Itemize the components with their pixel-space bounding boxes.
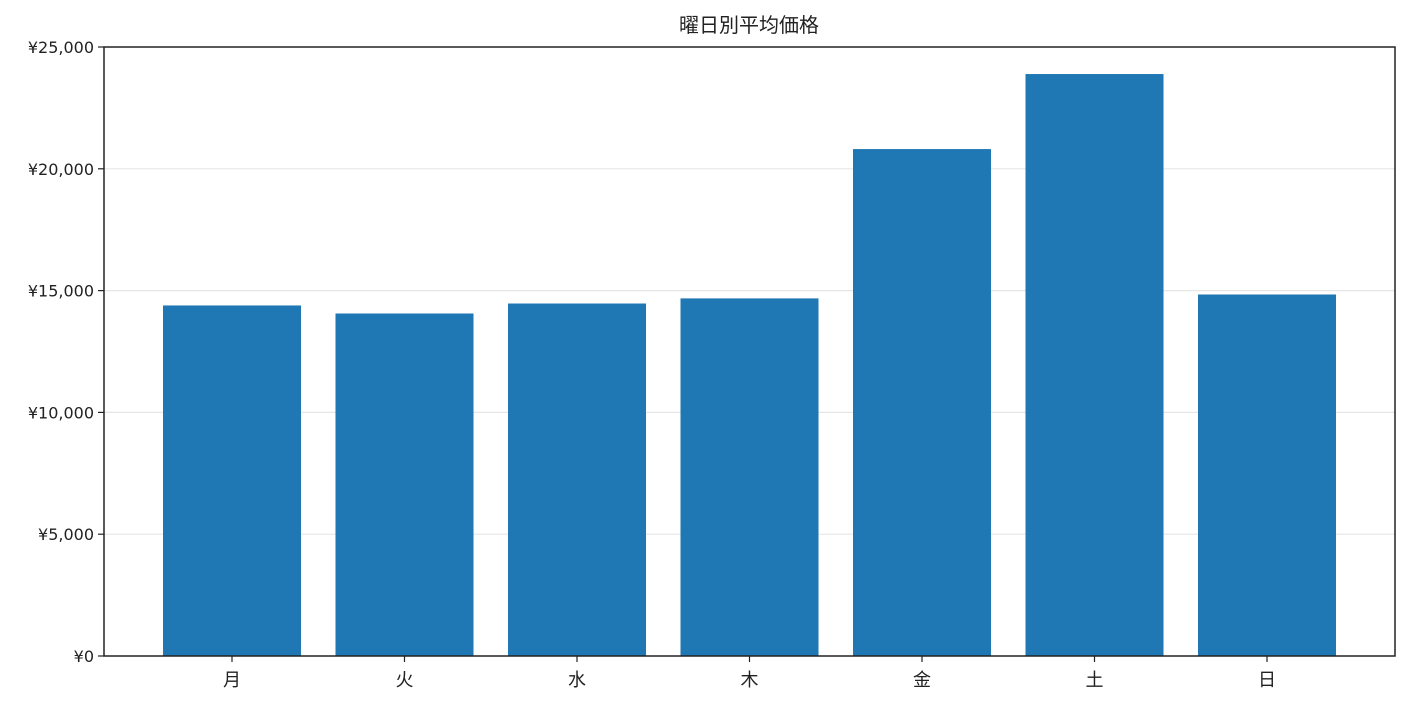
bar-月 — [162, 305, 301, 656]
x-tick-label: 木 — [741, 670, 759, 691]
bar-木 — [680, 298, 819, 656]
bar-金 — [853, 149, 992, 656]
x-tick-label: 月 — [223, 670, 241, 691]
y-tick-label: ¥10,000 — [28, 403, 94, 422]
x-tick-label: 水 — [568, 670, 586, 691]
x-tick-label: 金 — [913, 670, 931, 691]
y-tick-label: ¥0 — [74, 647, 94, 666]
x-tick-label: 日 — [1258, 670, 1276, 691]
bar-火 — [335, 313, 474, 656]
x-tick-label: 火 — [395, 670, 413, 691]
y-tick-label: ¥25,000 — [28, 38, 94, 57]
bar-水 — [507, 303, 646, 656]
bar-日 — [1198, 294, 1337, 656]
chart-title: 曜日別平均価格 — [679, 13, 819, 37]
y-tick-label: ¥15,000 — [28, 282, 94, 301]
y-tick-label: ¥5,000 — [38, 525, 94, 544]
y-tick-label: ¥20,000 — [28, 160, 94, 179]
x-tick-label: 土 — [1086, 670, 1104, 691]
bar-土 — [1025, 74, 1164, 656]
